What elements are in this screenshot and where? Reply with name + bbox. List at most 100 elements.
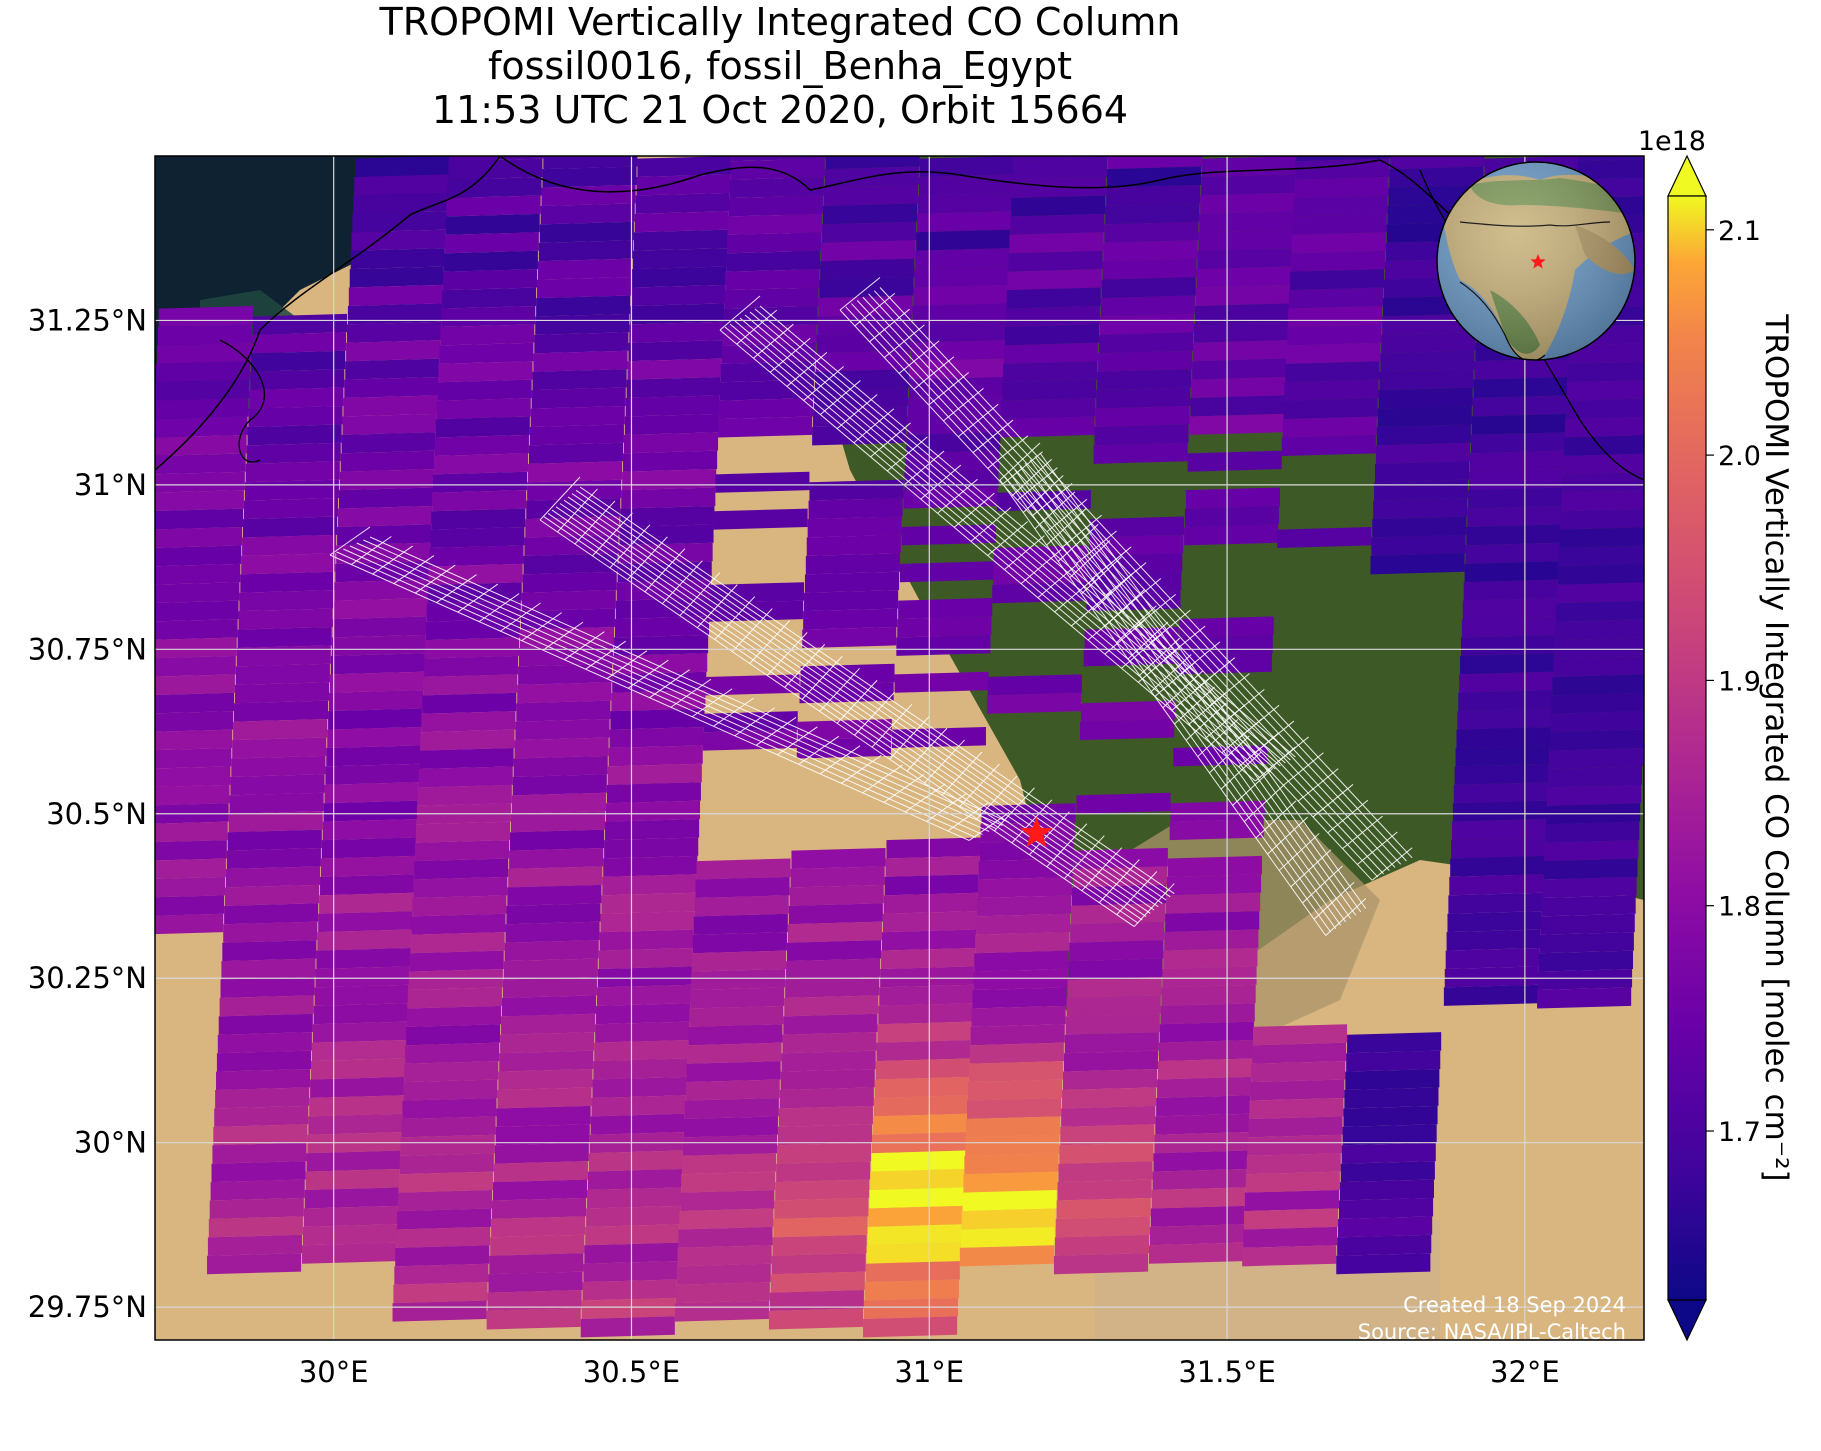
co-pixel [510,829,605,851]
co-pixel [1471,413,1566,435]
co-pixel [819,277,914,299]
co-pixel [155,840,227,861]
co-pixel [509,847,604,870]
co-pixel [424,637,520,659]
co-pixel [530,405,625,428]
co-pixel [1467,505,1562,527]
co-pixel [695,876,790,898]
co-pixel [1248,1116,1343,1138]
co-pixel [687,1042,782,1064]
co-pixel [901,524,996,546]
co-pixel [782,1032,877,1054]
colorbar-tick-label: 1.9 [1718,666,1761,697]
co-pixel [1562,472,1644,493]
target-grid-line [1071,591,1112,627]
co-pixel [155,858,226,879]
co-pixel [233,719,328,741]
co-pixel [492,1197,587,1219]
co-pixel [1061,1105,1156,1127]
target-grid-line [968,812,1010,841]
co-pixel [807,516,902,538]
co-pixel [1193,340,1288,362]
co-pixel [1099,313,1194,335]
co-pixel [903,487,998,509]
co-pixel [406,1024,501,1046]
co-pixel [603,855,698,877]
co-pixel [393,1282,488,1304]
co-pixel [1167,855,1262,877]
co-pixel [355,156,450,178]
co-pixel [343,395,438,417]
co-pixel [772,1234,867,1256]
target-grid-line [363,539,1003,826]
co-pixel [817,313,912,335]
co-pixel [508,866,603,888]
co-pixel [248,405,343,428]
target-grid-line [567,496,1163,904]
co-pixel [1013,156,1108,162]
co-pixel [1295,158,1390,180]
co-pixel [1283,398,1378,420]
co-pixel [1242,1245,1337,1267]
co-pixel [155,582,240,604]
target-grid-line [734,707,776,737]
target-grid-line [862,296,1396,868]
co-pixel [964,1153,1059,1175]
co-pixel [1460,653,1555,675]
co-pixel [783,1013,878,1035]
target-grid-line [670,678,712,708]
co-pixel [434,434,529,456]
co-pixel [1455,745,1550,767]
co-pixel [409,950,504,972]
co-pixel [1098,332,1194,354]
co-pixel [1287,324,1382,346]
target-grid-line [564,631,605,661]
target-grid-line [539,519,1135,927]
co-pixel [1193,321,1289,343]
co-pixel [976,895,1072,917]
co-pixel [1198,229,1293,251]
co-pixel [349,266,444,288]
co-pixel [1089,516,1185,538]
co-pixel [1538,950,1633,972]
co-pixel [533,350,628,372]
co-pixel [334,579,429,601]
co-pixel [1062,1087,1157,1109]
colorbar-label: TROPOMI Vertically Integrated CO Column … [1758,313,1794,1181]
target-grid-line [1139,637,1180,676]
target-grid-line [883,773,925,803]
co-pixel [877,1021,972,1043]
co-pixel [609,726,704,748]
co-pixel [214,1105,309,1127]
co-pixel [874,1076,969,1098]
co-pixel [431,508,526,530]
target-grid-line [1115,605,1157,644]
co-pixel [335,561,430,583]
co-pixel [1245,1171,1340,1193]
co-pixel [510,811,606,833]
co-pixel [1548,748,1643,770]
co-pixel [225,884,320,906]
co-pixel [713,508,808,530]
co-pixel [1068,958,1163,980]
co-pixel [408,969,503,991]
co-pixel [1376,424,1471,446]
lat-tick-label: 31°N [74,468,147,502]
co-pixel [250,369,345,391]
co-pixel [1381,332,1476,354]
co-pixel [1246,1153,1341,1175]
co-pixel [1554,637,1644,659]
co-pixel [251,350,346,372]
target-grid-line [627,659,669,689]
target-grid-line [739,317,1276,770]
co-pixel [1202,156,1297,178]
target-grid-line [579,486,1175,894]
co-pixel [1290,250,1385,272]
target-grid-line [744,314,1281,767]
co-pixel [705,674,800,696]
target-grid-line [803,366,844,401]
co-pixel [310,1076,405,1098]
co-pixel [243,516,338,538]
target-grid-line [1137,647,1179,683]
co-pixel [591,1095,686,1117]
